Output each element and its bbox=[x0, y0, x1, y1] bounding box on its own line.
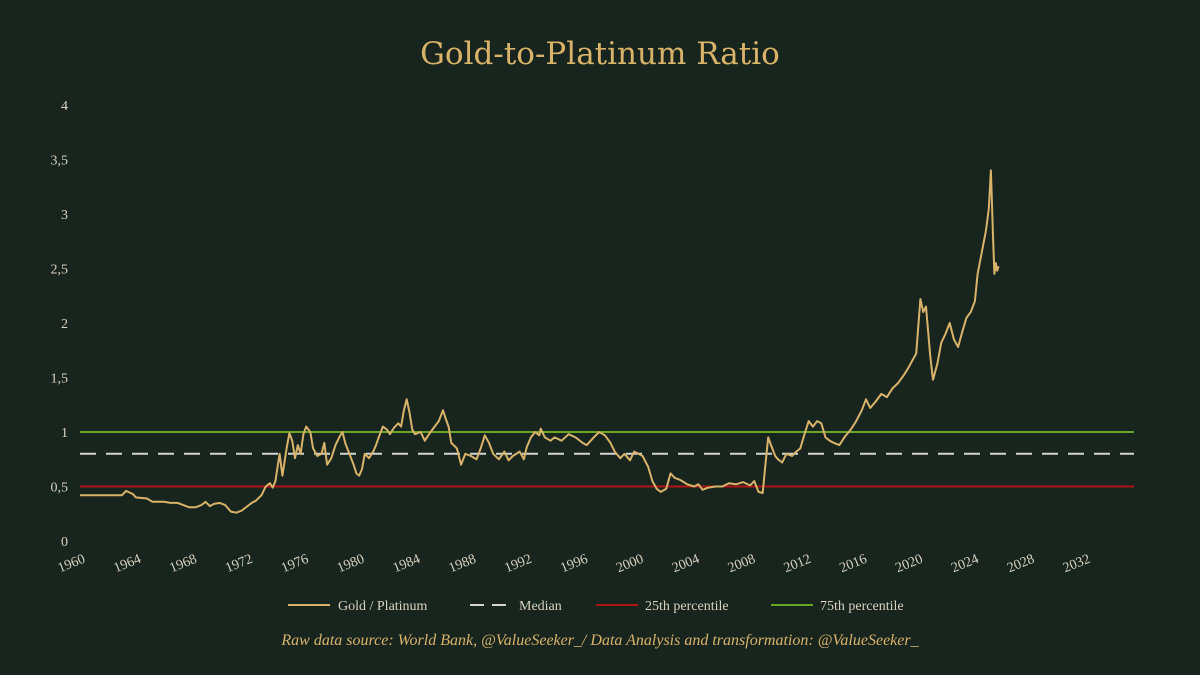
y-tick-label: 3 bbox=[61, 208, 68, 223]
y-axis-ticks: 0 0,5 1 1,5 2 2,5 3 3,5 4 bbox=[51, 99, 69, 550]
y-tick-label: 3,5 bbox=[51, 154, 69, 169]
y-tick-label: 2,5 bbox=[51, 263, 69, 278]
legend: Gold / Platinum Median 25th percentile 7… bbox=[288, 599, 904, 614]
legend-label-75th-percentile: 75th percentile bbox=[820, 599, 904, 614]
y-tick-label: 0,5 bbox=[51, 481, 69, 496]
legend-label-gold-platinum: Gold / Platinum bbox=[338, 599, 428, 614]
y-tick-label: 1,5 bbox=[51, 372, 69, 387]
data-source-caption: Raw data source: World Bank, @ValueSeeke… bbox=[280, 632, 919, 649]
series-lines bbox=[80, 169, 1000, 514]
y-tick-label: 1 bbox=[61, 426, 68, 441]
series-line-gold-platinum bbox=[80, 169, 1000, 514]
y-tick-label: 2 bbox=[61, 317, 68, 332]
chart-title: Gold-to-Platinum Ratio bbox=[420, 36, 780, 72]
legend-label-median: Median bbox=[519, 599, 562, 614]
y-tick-label: 4 bbox=[61, 99, 68, 114]
y-tick-label: 0 bbox=[61, 535, 68, 550]
legend-label-25th-percentile: 25th percentile bbox=[645, 599, 729, 614]
reference-lines bbox=[80, 431, 1134, 488]
